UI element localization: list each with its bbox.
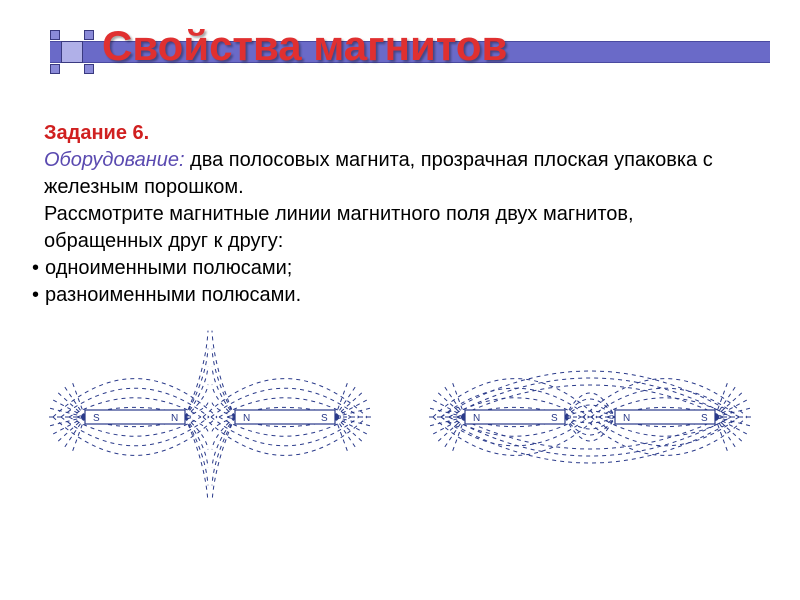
svg-text:S: S bbox=[321, 413, 328, 424]
svg-text:S: S bbox=[93, 413, 100, 424]
content-block: Задание 6. Оборудование: два полосовых м… bbox=[44, 120, 756, 309]
svg-text:N: N bbox=[473, 413, 480, 424]
svg-text:N: N bbox=[171, 413, 178, 424]
svg-text:N: N bbox=[243, 413, 250, 424]
svg-text:N: N bbox=[623, 413, 630, 424]
slide-title: Свойства магнитов bbox=[102, 22, 770, 70]
bullet-item-2: разноименными полюсами. bbox=[32, 282, 756, 309]
figure-unlike-poles: NSNS bbox=[420, 330, 760, 500]
equipment-label: Оборудование: bbox=[44, 149, 185, 171]
svg-text:S: S bbox=[551, 413, 558, 424]
svg-text:S: S bbox=[701, 413, 708, 424]
slide-title-bar: Свойства магнитов bbox=[50, 22, 770, 82]
title-bullet-icon bbox=[50, 30, 94, 74]
bullet-item-1: одноименными полюсами; bbox=[32, 255, 756, 282]
instruction-text: Рассмотрите магнитные линии магнитного п… bbox=[44, 201, 756, 255]
figures-row: SNNS NSNS bbox=[40, 330, 760, 500]
figure-like-poles: SNNS bbox=[40, 330, 380, 500]
task-label: Задание 6. bbox=[44, 122, 149, 144]
